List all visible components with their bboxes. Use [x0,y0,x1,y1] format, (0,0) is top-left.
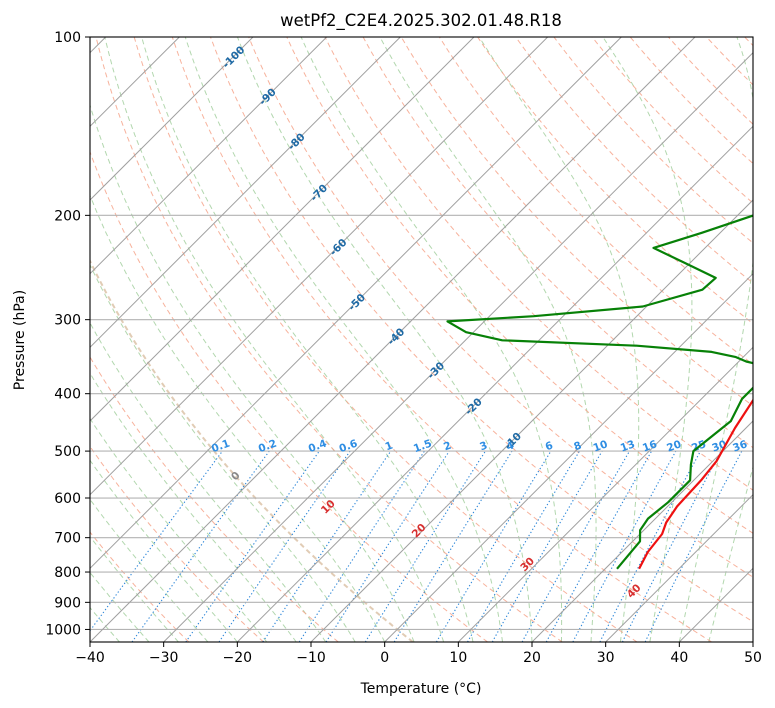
isotherm-line [163,51,753,642]
y-tick-label: 100 [54,30,81,46]
mixing-ratio-label: 36 [731,438,749,454]
y-tick-label: 500 [54,444,81,460]
moist-adiabat [90,459,238,642]
x-tick-label: 20 [523,650,541,666]
y-axis: 100 200 300 400 500 600 700 800 900 1000 [45,30,90,638]
chart-title: wetPf2_C2E4.2025.302.01.48.R18 [280,11,562,31]
isotherms [90,37,753,642]
mixing-ratio-label: 30 [710,438,728,454]
dry-adiabat [438,37,753,366]
mixing-ratio-label: 0.4 [307,438,329,456]
y-tick-label: 1000 [45,622,81,638]
y-tick-label: 800 [54,565,81,581]
moist-adiabat [90,321,327,642]
moist-adiabat [90,498,209,642]
x-tick-label: 50 [744,650,762,666]
isotherm-line [384,272,753,642]
pressure-grid [90,37,753,630]
moist-adiabat [141,37,474,642]
dry-adiabat [362,37,753,449]
y-tick-label: 900 [54,595,81,611]
isotherm-line [90,37,401,349]
dry-adiabat [95,37,563,642]
moist-adiabat [90,372,297,642]
x-axis-label: Temperature (°C) [360,681,482,697]
mixing-ratio-line [90,450,223,632]
mixing-ratio-label: 16 [641,438,659,454]
x-axis: −40 −30 −20 −10 0 10 20 30 40 50 [75,642,762,666]
mixing-ratio-line [621,450,722,642]
mixing-ratio-label: 1 [384,440,395,454]
isotherm-line [90,37,254,201]
isotherm-line [457,346,753,642]
mixing-ratio-label: 3 [478,440,489,454]
mixing-ratio-line [393,450,513,642]
moist-adiabat [300,37,563,642]
y-axis-label: Pressure (hPa) [12,290,28,390]
mixing-ratio-label: 0.1 [210,438,232,456]
y-tick-label: 200 [54,208,81,224]
moist-adiabat [184,37,503,642]
mixing-ratio-line [218,450,351,642]
mixing-ratio-label: 20 [665,438,683,454]
plot-frame [89,36,754,643]
isotherm-line [90,37,622,570]
dewpoint-profile [446,214,753,570]
dry-adiabat [90,445,264,642]
moist-adiabat [478,37,640,642]
moist-adiabat [104,37,445,642]
mixing-ratio-lines [90,450,743,642]
mixing-ratio-label: 13 [619,438,637,454]
y-tick-label: 600 [54,491,81,507]
y-tick-label: 300 [54,313,81,329]
mixing-ratio-line [491,450,603,642]
mixing-ratio-line [435,450,552,642]
y-tick-label: 400 [54,387,81,403]
y-tick-label: 700 [54,531,81,547]
temperature-profile [638,398,753,570]
mixing-ratio-line [131,450,270,642]
mixing-ratio-label: 6 [544,440,555,454]
x-tick-label: −40 [75,650,105,666]
mixing-ratio-label: 4 [505,440,516,454]
moist-adiabat [379,37,597,642]
mixing-ratio-label: 1.5 [412,438,434,456]
isotherm-line [90,37,475,422]
mixing-ratio-label: 2 [442,440,453,454]
isotherm-line [90,37,549,496]
dry-adiabat [90,150,488,642]
isotherm-line [90,37,696,642]
dry-adiabat [210,37,753,623]
mixing-ratio-label: 0.2 [257,438,279,456]
x-tick-label: 30 [597,650,615,666]
mixing-ratio-line [467,450,580,642]
mixing-ratio-line [262,450,392,642]
x-tick-label: −10 [296,650,326,666]
x-tick-label: 0 [380,650,389,666]
moist-adiabat [602,37,693,642]
dry-adiabat [515,37,753,284]
profile-series [446,214,753,570]
x-tick-label: −30 [149,650,179,666]
x-tick-label: −20 [223,650,253,666]
isotherm-line [531,420,753,642]
isotherm-line [605,493,753,642]
moist-adiabat [678,37,753,642]
mixing-ratio-label: 0.6 [338,438,360,456]
dry-adiabat [133,37,638,642]
x-tick-label: 10 [449,650,467,666]
isotherm-line [236,125,753,642]
isotherm-line [310,199,753,642]
isotherm-line [90,37,328,275]
x-tick-label: 40 [670,650,688,666]
dry-adiabat [248,37,753,578]
mixing-ratio-label: 8 [572,440,583,454]
dry-adiabat [477,37,753,325]
moist-adiabat [236,37,533,642]
mixing-ratio-label: 10 [592,438,610,454]
moist-adiabat [90,263,356,642]
